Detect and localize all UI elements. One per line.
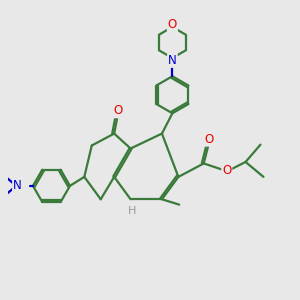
Text: H: H <box>128 206 136 216</box>
Text: N: N <box>168 54 177 67</box>
Text: N: N <box>13 179 22 192</box>
Text: O: O <box>114 104 123 117</box>
Text: O: O <box>205 133 214 146</box>
Text: O: O <box>222 164 231 177</box>
Text: O: O <box>168 18 177 31</box>
